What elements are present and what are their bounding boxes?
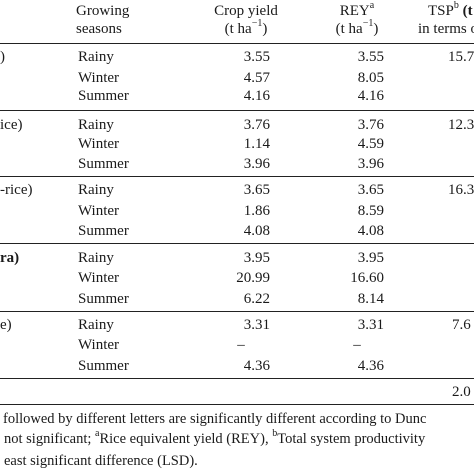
season-cell: Rainy bbox=[78, 250, 114, 266]
season-cell: Summer bbox=[78, 156, 129, 172]
season-cell: Rainy bbox=[78, 182, 114, 198]
tsp-value: 16.3 bbox=[448, 182, 474, 198]
treatment-label: ice) bbox=[0, 117, 23, 133]
rey-cell: 3.31 bbox=[357, 317, 384, 333]
rey-cell: 8.59 bbox=[357, 203, 384, 219]
season-cell: Rainy bbox=[78, 317, 114, 333]
rey-cell: 3.65 bbox=[357, 182, 384, 198]
header-rey: REYa bbox=[339, 0, 375, 20]
tsp-value: 12.3 bbox=[448, 117, 474, 133]
group-rule bbox=[0, 378, 474, 379]
rey-cell: 4.08 bbox=[357, 223, 384, 239]
crop-yield-cell: 3.96 bbox=[243, 156, 270, 172]
season-cell: Winter bbox=[78, 337, 120, 353]
season-cell: Rainy bbox=[78, 49, 114, 65]
crop-yield-cell: 20.99 bbox=[236, 270, 270, 286]
crop-yield-cell: 1.14 bbox=[243, 136, 270, 152]
footnote-line-1: followed by different letters are signif… bbox=[3, 411, 427, 427]
crop-yield-cell: 3.31 bbox=[243, 317, 270, 333]
tsp-value: 7.6 bbox=[452, 317, 471, 333]
treatment-label: ra) bbox=[0, 250, 20, 266]
treatment-label: e) bbox=[0, 317, 12, 333]
group-rule bbox=[0, 110, 474, 111]
header-rey-unit: (t ha−1) bbox=[335, 18, 379, 38]
season-cell: Winter bbox=[78, 136, 120, 152]
crop-yield-cell: 4.57 bbox=[243, 70, 270, 86]
rey-cell: 4.16 bbox=[357, 88, 384, 104]
header-rule bbox=[0, 43, 474, 44]
group-rule bbox=[0, 311, 474, 312]
season-cell: Winter bbox=[78, 203, 120, 219]
crop-yield-cell: 6.22 bbox=[243, 291, 270, 307]
crop-yield-cell: 3.95 bbox=[243, 250, 270, 266]
crop-yield-cell: 4.08 bbox=[243, 223, 270, 239]
season-cell: Summer bbox=[78, 223, 129, 239]
season-cell: Winter bbox=[78, 270, 120, 286]
rey-cell: 8.14 bbox=[357, 291, 384, 307]
header-season-line2: seasons bbox=[76, 21, 122, 37]
footnote-line-2: not significant; aRice equivalent yield … bbox=[4, 428, 426, 447]
rey-cell: 16.60 bbox=[350, 270, 384, 286]
header-crop-yield: Crop yield bbox=[214, 3, 278, 19]
rey-cell: 8.05 bbox=[357, 70, 384, 86]
rey-cell: 3.95 bbox=[357, 250, 384, 266]
rey-cell: 3.76 bbox=[357, 117, 384, 133]
crop-yield-cell: – bbox=[237, 337, 245, 353]
lsd-value: 2.0 bbox=[452, 384, 471, 400]
bottom-rule bbox=[0, 404, 474, 405]
header-crop-yield-unit: (t ha−1) bbox=[224, 18, 268, 38]
rey-cell: 4.36 bbox=[357, 358, 384, 374]
season-cell: Winter bbox=[78, 70, 120, 86]
season-cell: Summer bbox=[78, 88, 129, 104]
season-cell: Summer bbox=[78, 358, 129, 374]
treatment-label: ) bbox=[0, 49, 5, 65]
group-rule bbox=[0, 176, 474, 177]
crop-yield-cell: 3.55 bbox=[243, 49, 270, 65]
tsp-value: 15.7 bbox=[448, 49, 474, 65]
header-season-line1: Growing bbox=[76, 3, 130, 19]
header-tsp-line2: in terms o bbox=[418, 21, 474, 37]
crop-yield-cell: 3.76 bbox=[243, 117, 270, 133]
header-tsp: TSPb (t bbox=[428, 0, 473, 20]
rey-cell: – bbox=[353, 337, 361, 353]
rey-cell: 3.96 bbox=[357, 156, 384, 172]
group-rule bbox=[0, 243, 474, 244]
crop-yield-cell: 1.86 bbox=[243, 203, 270, 219]
season-cell: Rainy bbox=[78, 117, 114, 133]
rey-cell: 4.59 bbox=[357, 136, 384, 152]
season-cell: Summer bbox=[78, 291, 129, 307]
treatment-label: -rice) bbox=[0, 182, 33, 198]
footnote-line-3: east significant difference (LSD). bbox=[4, 453, 198, 469]
crop-yield-cell: 4.16 bbox=[243, 88, 270, 104]
crop-yield-cell: 3.65 bbox=[243, 182, 270, 198]
crop-yield-cell: 4.36 bbox=[243, 358, 270, 374]
rey-cell: 3.55 bbox=[357, 49, 384, 65]
